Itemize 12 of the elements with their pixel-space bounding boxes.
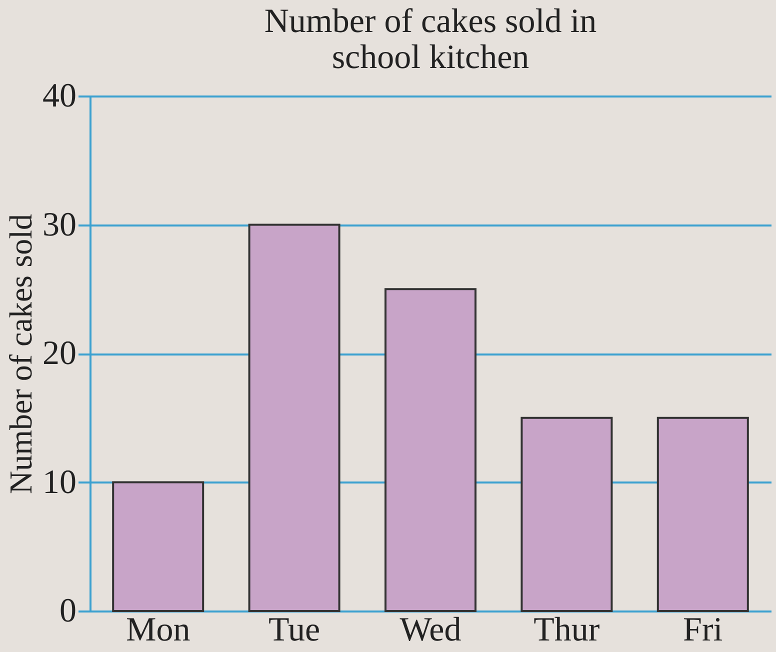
chart-title: Number of cakes sold in school kitchen	[264, 3, 597, 76]
y-axis-title: Number of cakes sold	[2, 214, 38, 494]
y-tick-label: 30	[42, 206, 76, 244]
y-tick-label: 40	[42, 78, 76, 114]
y-tick-label: 20	[42, 335, 76, 372]
x-tick-label: Mon	[126, 612, 190, 648]
y-tick-label: 0	[60, 592, 76, 630]
x-tick-label: Thur	[534, 612, 600, 648]
x-tick-label: Tue	[268, 612, 320, 648]
x-tick-label: Fri	[683, 612, 723, 648]
y-tick-label: 10	[42, 464, 76, 501]
x-tick-label: Wed	[400, 612, 462, 648]
